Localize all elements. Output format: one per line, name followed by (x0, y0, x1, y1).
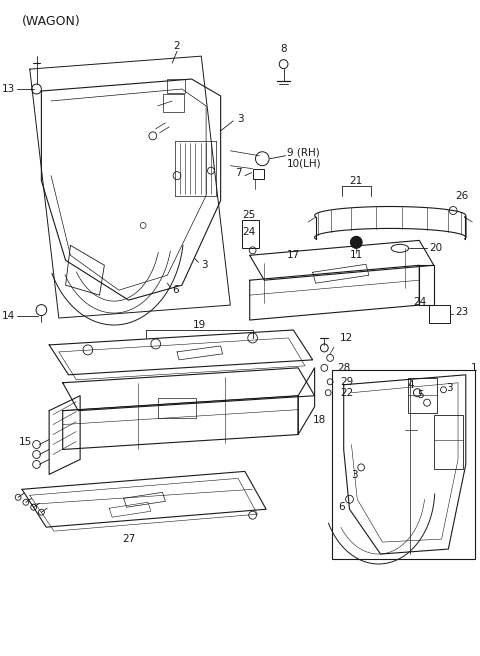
Text: 7: 7 (235, 168, 242, 178)
Text: 1: 1 (470, 363, 477, 373)
Text: 17: 17 (287, 251, 300, 260)
Text: 9 (RH): 9 (RH) (287, 148, 319, 157)
Text: 25: 25 (242, 211, 255, 220)
Text: 26: 26 (455, 190, 468, 201)
Text: 24: 24 (413, 297, 426, 307)
Text: 24: 24 (242, 228, 255, 237)
Text: 3: 3 (201, 260, 208, 270)
Bar (408, 378, 437, 413)
Text: 22: 22 (340, 388, 353, 398)
Bar (429, 305, 450, 323)
Text: 6: 6 (338, 502, 345, 512)
Text: 3: 3 (352, 470, 358, 480)
Text: 13: 13 (2, 84, 15, 94)
Text: 27: 27 (122, 534, 135, 544)
Text: 10(LH): 10(LH) (287, 159, 321, 169)
Text: 29: 29 (340, 377, 353, 387)
Text: 19: 19 (192, 320, 206, 330)
Bar (332, 370, 476, 559)
Text: 5: 5 (418, 390, 424, 400)
Text: 15: 15 (18, 436, 32, 447)
Text: 2: 2 (174, 41, 180, 51)
Text: 28: 28 (337, 363, 350, 373)
Bar (242, 220, 259, 249)
Text: 12: 12 (340, 333, 353, 343)
Text: 3: 3 (237, 114, 244, 124)
Text: 18: 18 (312, 415, 326, 424)
Text: 3: 3 (446, 382, 453, 393)
Text: 4: 4 (408, 380, 414, 390)
Text: (WAGON): (WAGON) (22, 15, 81, 28)
Text: 23: 23 (455, 307, 468, 317)
Text: 21: 21 (349, 176, 363, 186)
Bar (434, 415, 463, 470)
Text: 6: 6 (172, 285, 179, 295)
Bar (163, 94, 184, 112)
Text: 20: 20 (429, 243, 442, 253)
Circle shape (350, 236, 362, 249)
Bar (252, 169, 264, 178)
Text: 11: 11 (349, 251, 363, 260)
Text: 8: 8 (280, 44, 287, 54)
Text: 14: 14 (2, 311, 15, 321)
Bar (157, 398, 196, 418)
Bar (168, 79, 185, 93)
